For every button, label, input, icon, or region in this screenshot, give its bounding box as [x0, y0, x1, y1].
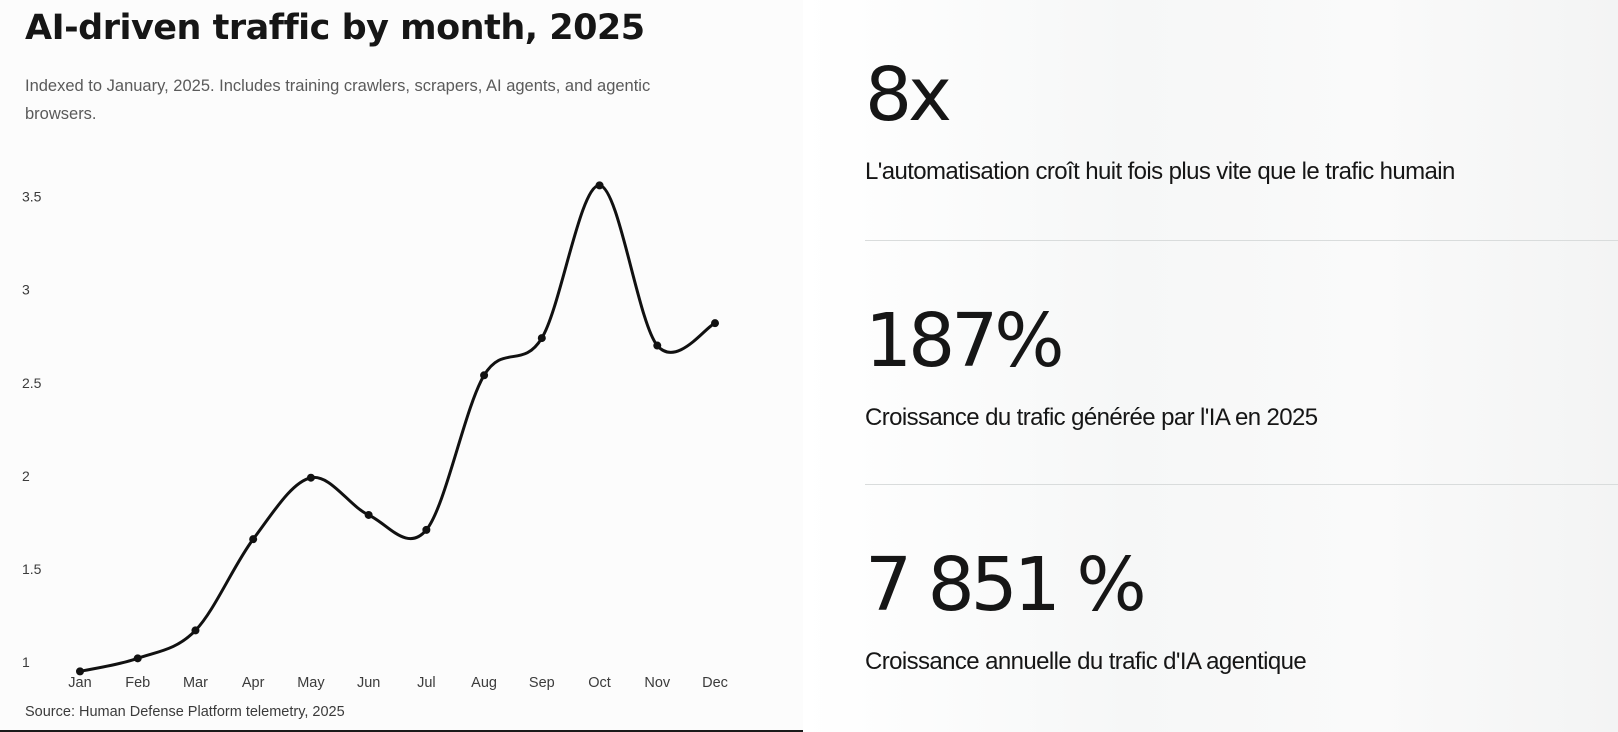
- series-line: [78, 183, 717, 673]
- y-tick-label: 2.5: [22, 375, 42, 391]
- data-point-sep: [537, 334, 546, 343]
- data-point-feb: [133, 654, 142, 663]
- data-point-dec: [711, 319, 719, 328]
- x-tick-label: Jun: [357, 675, 380, 690]
- y-axis-ticks: 1 1.5 2 2.5 3 3.5: [22, 189, 42, 671]
- data-point-apr: [249, 535, 258, 544]
- data-point-jun: [364, 510, 373, 519]
- divider: [865, 240, 1618, 241]
- line-chart: 1 1.5 2 2.5 3 3.5 Jan Feb Mar Apr May Jun Jul Aug Sep…: [22, 181, 728, 690]
- data-points: [76, 181, 719, 676]
- stat-label: Croissance du trafic générée par l'IA en…: [865, 404, 1318, 431]
- stat-value: 187%: [865, 298, 1065, 384]
- x-tick-label: Sep: [529, 675, 555, 690]
- x-tick-label: Nov: [644, 675, 671, 690]
- chart-panel: AI-driven traffic by month, 2025 Indexed…: [0, 0, 803, 732]
- data-point-nov: [653, 341, 662, 350]
- x-tick-label: Mar: [183, 675, 208, 690]
- stat-value: 7 851 %: [865, 542, 1147, 628]
- x-tick-label: Apr: [242, 675, 265, 690]
- data-point-aug: [480, 371, 489, 380]
- x-axis-ticks: Jan Feb Mar Apr May Jun Jul Aug Sep Oct Nov Dec: [68, 675, 728, 690]
- chart-title: AI-driven traffic by month, 2025: [25, 8, 645, 48]
- x-tick-label: Jul: [417, 675, 436, 690]
- y-tick-label: 1: [22, 654, 30, 670]
- data-point-jul: [422, 525, 431, 534]
- x-tick-label: Aug: [471, 675, 497, 690]
- x-tick-label: Oct: [588, 675, 611, 690]
- stat-label: L'automatisation croît huit fois plus vi…: [865, 158, 1455, 185]
- stat-value: 8x: [865, 52, 952, 138]
- chart-subtitle: Indexed to January, 2025. Includes train…: [25, 77, 651, 123]
- y-tick-label: 3: [22, 282, 30, 298]
- data-point-mar: [191, 626, 200, 635]
- x-tick-label: Feb: [125, 675, 150, 690]
- data-point-oct: [595, 181, 604, 190]
- stats-panel: 8x L'automatisation croît huit fois plus…: [803, 0, 1618, 732]
- y-tick-label: 2: [22, 468, 30, 484]
- x-tick-label: Dec: [702, 675, 728, 690]
- stat-agentic-growth: 7 851 % Croissance annuelle du trafic d'…: [865, 548, 1618, 676]
- stat-automation: 8x L'automatisation croît huit fois plus…: [865, 58, 1618, 186]
- x-tick-label: Jan: [68, 675, 91, 690]
- y-tick-label: 3.5: [22, 189, 42, 205]
- data-point-jan: [76, 667, 84, 676]
- stat-ai-traffic-growth: 187% Croissance du trafic générée par l'…: [865, 304, 1618, 432]
- divider: [865, 484, 1618, 485]
- source-note: Source: Human Defense Platform telemetry…: [25, 704, 345, 720]
- x-tick-label: May: [297, 675, 325, 690]
- y-tick-label: 1.5: [22, 561, 42, 577]
- stat-label: Croissance annuelle du trafic d'IA agent…: [865, 648, 1307, 675]
- data-point-may: [306, 473, 315, 482]
